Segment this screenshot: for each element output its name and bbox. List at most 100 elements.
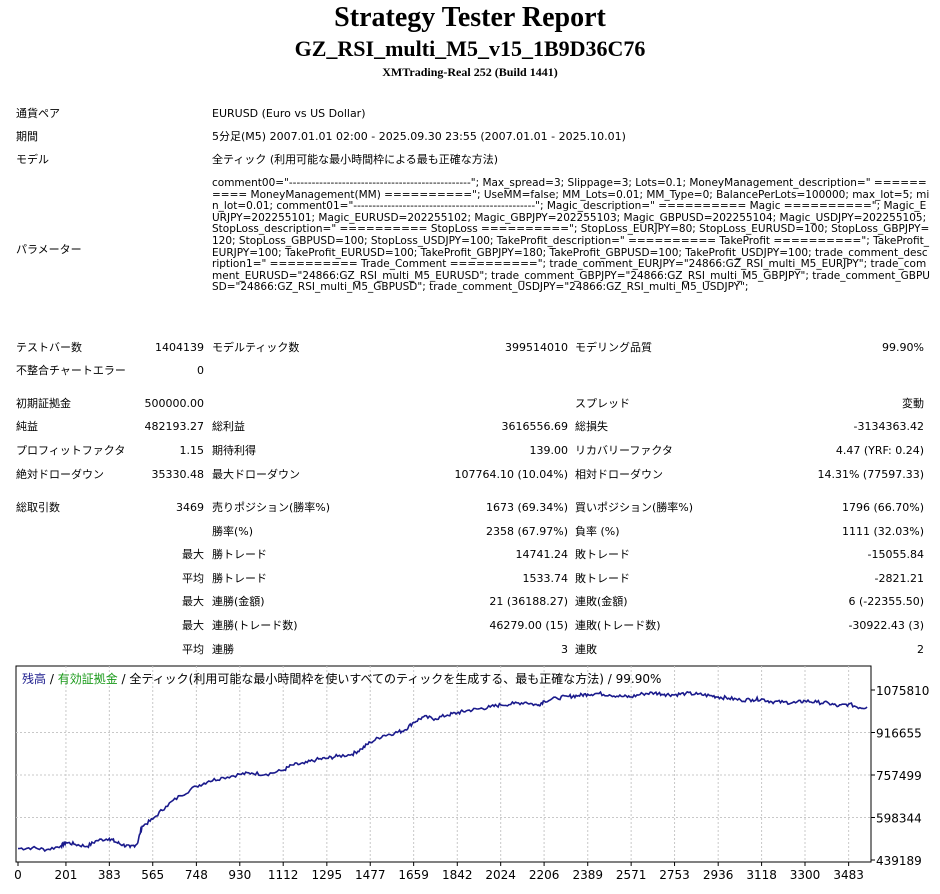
long-value: 1796 (66.70%) <box>841 501 924 514</box>
y-tick-label: 1075810 <box>876 684 929 698</box>
long-label: 買いポジション(勝率%) <box>575 501 694 514</box>
cons-wins-money-label: 連勝(金額) <box>212 595 265 608</box>
mismatch-label: 不整合チャートエラー <box>16 364 126 377</box>
x-tick-label: 748 <box>185 868 208 882</box>
x-tick-label: 3118 <box>746 868 777 882</box>
x-tick-label: 201 <box>54 868 77 882</box>
quality-label: モデリング品質 <box>575 341 652 354</box>
legend-separator: / <box>118 672 130 686</box>
symbol-value: EURUSD (Euro vs US Dollar) <box>212 107 366 120</box>
x-tick-label: 1477 <box>355 868 386 882</box>
trades-value: 3469 <box>176 501 204 514</box>
x-tick-label: 565 <box>141 868 164 882</box>
deposit-value: 500000.00 <box>144 397 205 410</box>
grossloss-value: -3134363.42 <box>853 420 924 433</box>
x-tick-label: 2389 <box>572 868 603 882</box>
largest-loss-value: -15055.84 <box>867 548 924 561</box>
avg-cons-losses-label: 連敗 <box>575 643 597 656</box>
x-tick-label: 1659 <box>398 868 429 882</box>
largest-win-label: 勝トレード <box>212 548 267 561</box>
avg-label: 平均 <box>182 572 204 585</box>
x-tick-label: 2936 <box>703 868 734 882</box>
max-label: 最大 <box>182 595 204 608</box>
avg-loss-value: -2821.21 <box>874 572 924 585</box>
reldd-value: 14.31% (77597.33) <box>817 468 924 481</box>
grossloss-label: 総損失 <box>575 420 608 433</box>
expert-name: GZ_RSI_multi_M5_v15_1B9D36C76 <box>294 36 646 61</box>
legend-separator: / <box>46 672 58 686</box>
profitfactor-label: プロフィットファクタ <box>16 444 126 457</box>
avg-loss-label: 敗トレード <box>575 572 630 585</box>
recovery-value: 4.47 (YRF: 0.24) <box>835 444 924 457</box>
x-tick-label: 1112 <box>268 868 299 882</box>
quality-value: 99.90% <box>882 341 924 354</box>
x-tick-label: 2206 <box>529 868 560 882</box>
max-label: 最大 <box>182 548 204 561</box>
cons-wins-count-value: 46279.00 (15) <box>489 619 568 632</box>
x-tick-label: 1295 <box>312 868 343 882</box>
chart-legend: 残高 / 有効証拠金 / 全ティック(利用可能な最小時間枠を使いすべてのティック… <box>22 671 661 686</box>
winrate-label: 勝率(%) <box>212 525 254 538</box>
deposit-label: 初期証拠金 <box>16 397 71 410</box>
reldd-label: 相対ドローダウン <box>575 468 663 481</box>
max-label: 最大 <box>182 619 204 632</box>
x-tick-label: 383 <box>98 868 121 882</box>
y-tick-label: 598344 <box>876 812 922 826</box>
ticks-value: 399514010 <box>505 341 568 354</box>
params-label: パラメーター <box>16 243 82 256</box>
x-tick-label: 2753 <box>659 868 690 882</box>
balance-chart: 1075810 916655 757499 598344 439189 0 201 383 5… <box>14 665 929 882</box>
cons-wins-money-value: 21 (36188.27) <box>489 595 568 608</box>
bars-value: 1404139 <box>155 341 204 354</box>
lossrate-value: 1111 (32.03%) <box>841 525 924 538</box>
symbol-label: 通貨ペア <box>16 107 60 120</box>
y-tick-label: 916655 <box>876 727 922 741</box>
cons-losses-count-value: -30922.43 (3) <box>848 619 924 632</box>
short-label: 売りポジション(勝率%) <box>212 501 331 514</box>
x-tick-label: 3483 <box>833 868 864 882</box>
period-label: 期間 <box>16 130 38 143</box>
y-axis-labels: 1075810 916655 757499 598344 439189 <box>871 684 929 868</box>
avg-label: 平均 <box>182 643 204 656</box>
expected-label: 期待利得 <box>212 444 256 457</box>
x-tick-label: 930 <box>228 868 251 882</box>
grossprofit-label: 総利益 <box>212 420 245 433</box>
profitfactor-value: 1.15 <box>179 444 205 457</box>
x-tick-label: 3300 <box>790 868 821 882</box>
mismatch-value: 0 <box>197 364 204 377</box>
x-tick-label: 1842 <box>442 868 473 882</box>
avg-win-label: 勝トレード <box>212 572 267 585</box>
params-value: comment00="-----------------------------… <box>212 177 930 294</box>
x-tick-label: 0 <box>14 868 22 882</box>
recovery-label: リカバリーファクタ <box>575 444 673 457</box>
largest-loss-label: 敗トレード <box>575 548 630 561</box>
cons-losses-money-value: 6 (-22355.50) <box>848 595 924 608</box>
winrate-value: 2358 (67.97%) <box>485 525 568 538</box>
lossrate-label: 負率 (%) <box>575 525 620 538</box>
model-value: 全ティック (利用可能な最小時間枠による最も正確な方法) <box>212 153 499 166</box>
y-tick-label: 757499 <box>876 769 922 783</box>
server-info: XMTrading-Real 252 (Build 1441) <box>382 65 558 79</box>
spread-value: 変動 <box>902 397 924 410</box>
avg-cons-losses-value: 2 <box>917 643 924 656</box>
cons-wins-count-label: 連勝(トレード数) <box>212 619 298 632</box>
netprofit-label: 純益 <box>16 420 38 433</box>
expected-value: 139.00 <box>529 444 569 457</box>
short-value: 1673 (69.34%) <box>485 501 568 514</box>
avg-win-value: 1533.74 <box>522 572 569 585</box>
bars-label: テストバー数 <box>16 341 82 354</box>
x-tick-label: 2571 <box>616 868 647 882</box>
netprofit-value: 482193.27 <box>144 420 205 433</box>
period-value: 5分足(M5) 2007.01.01 02:00 - 2025.09.30 23… <box>212 130 626 143</box>
maxdd-value: 107764.10 (10.04%) <box>454 468 568 481</box>
absdd-value: 35330.48 <box>151 468 205 481</box>
cons-losses-count-label: 連敗(トレード数) <box>575 619 661 632</box>
balance-series-line <box>17 690 868 853</box>
x-axis-labels: 0 201 383 565 748 930 1112 1295 1477 1659 1842 2024… <box>14 862 864 882</box>
y-tick-label: 439189 <box>876 854 922 868</box>
trades-label: 総取引数 <box>16 501 60 514</box>
ticks-label: モデルティック数 <box>212 341 300 354</box>
chart-frame <box>15 665 872 863</box>
legend-model: 全ティック(利用可能な最小時間枠を使いすべてのティックを生成する、最も正確な方法… <box>129 671 661 686</box>
legend-equity: 有効証拠金 <box>58 671 118 686</box>
